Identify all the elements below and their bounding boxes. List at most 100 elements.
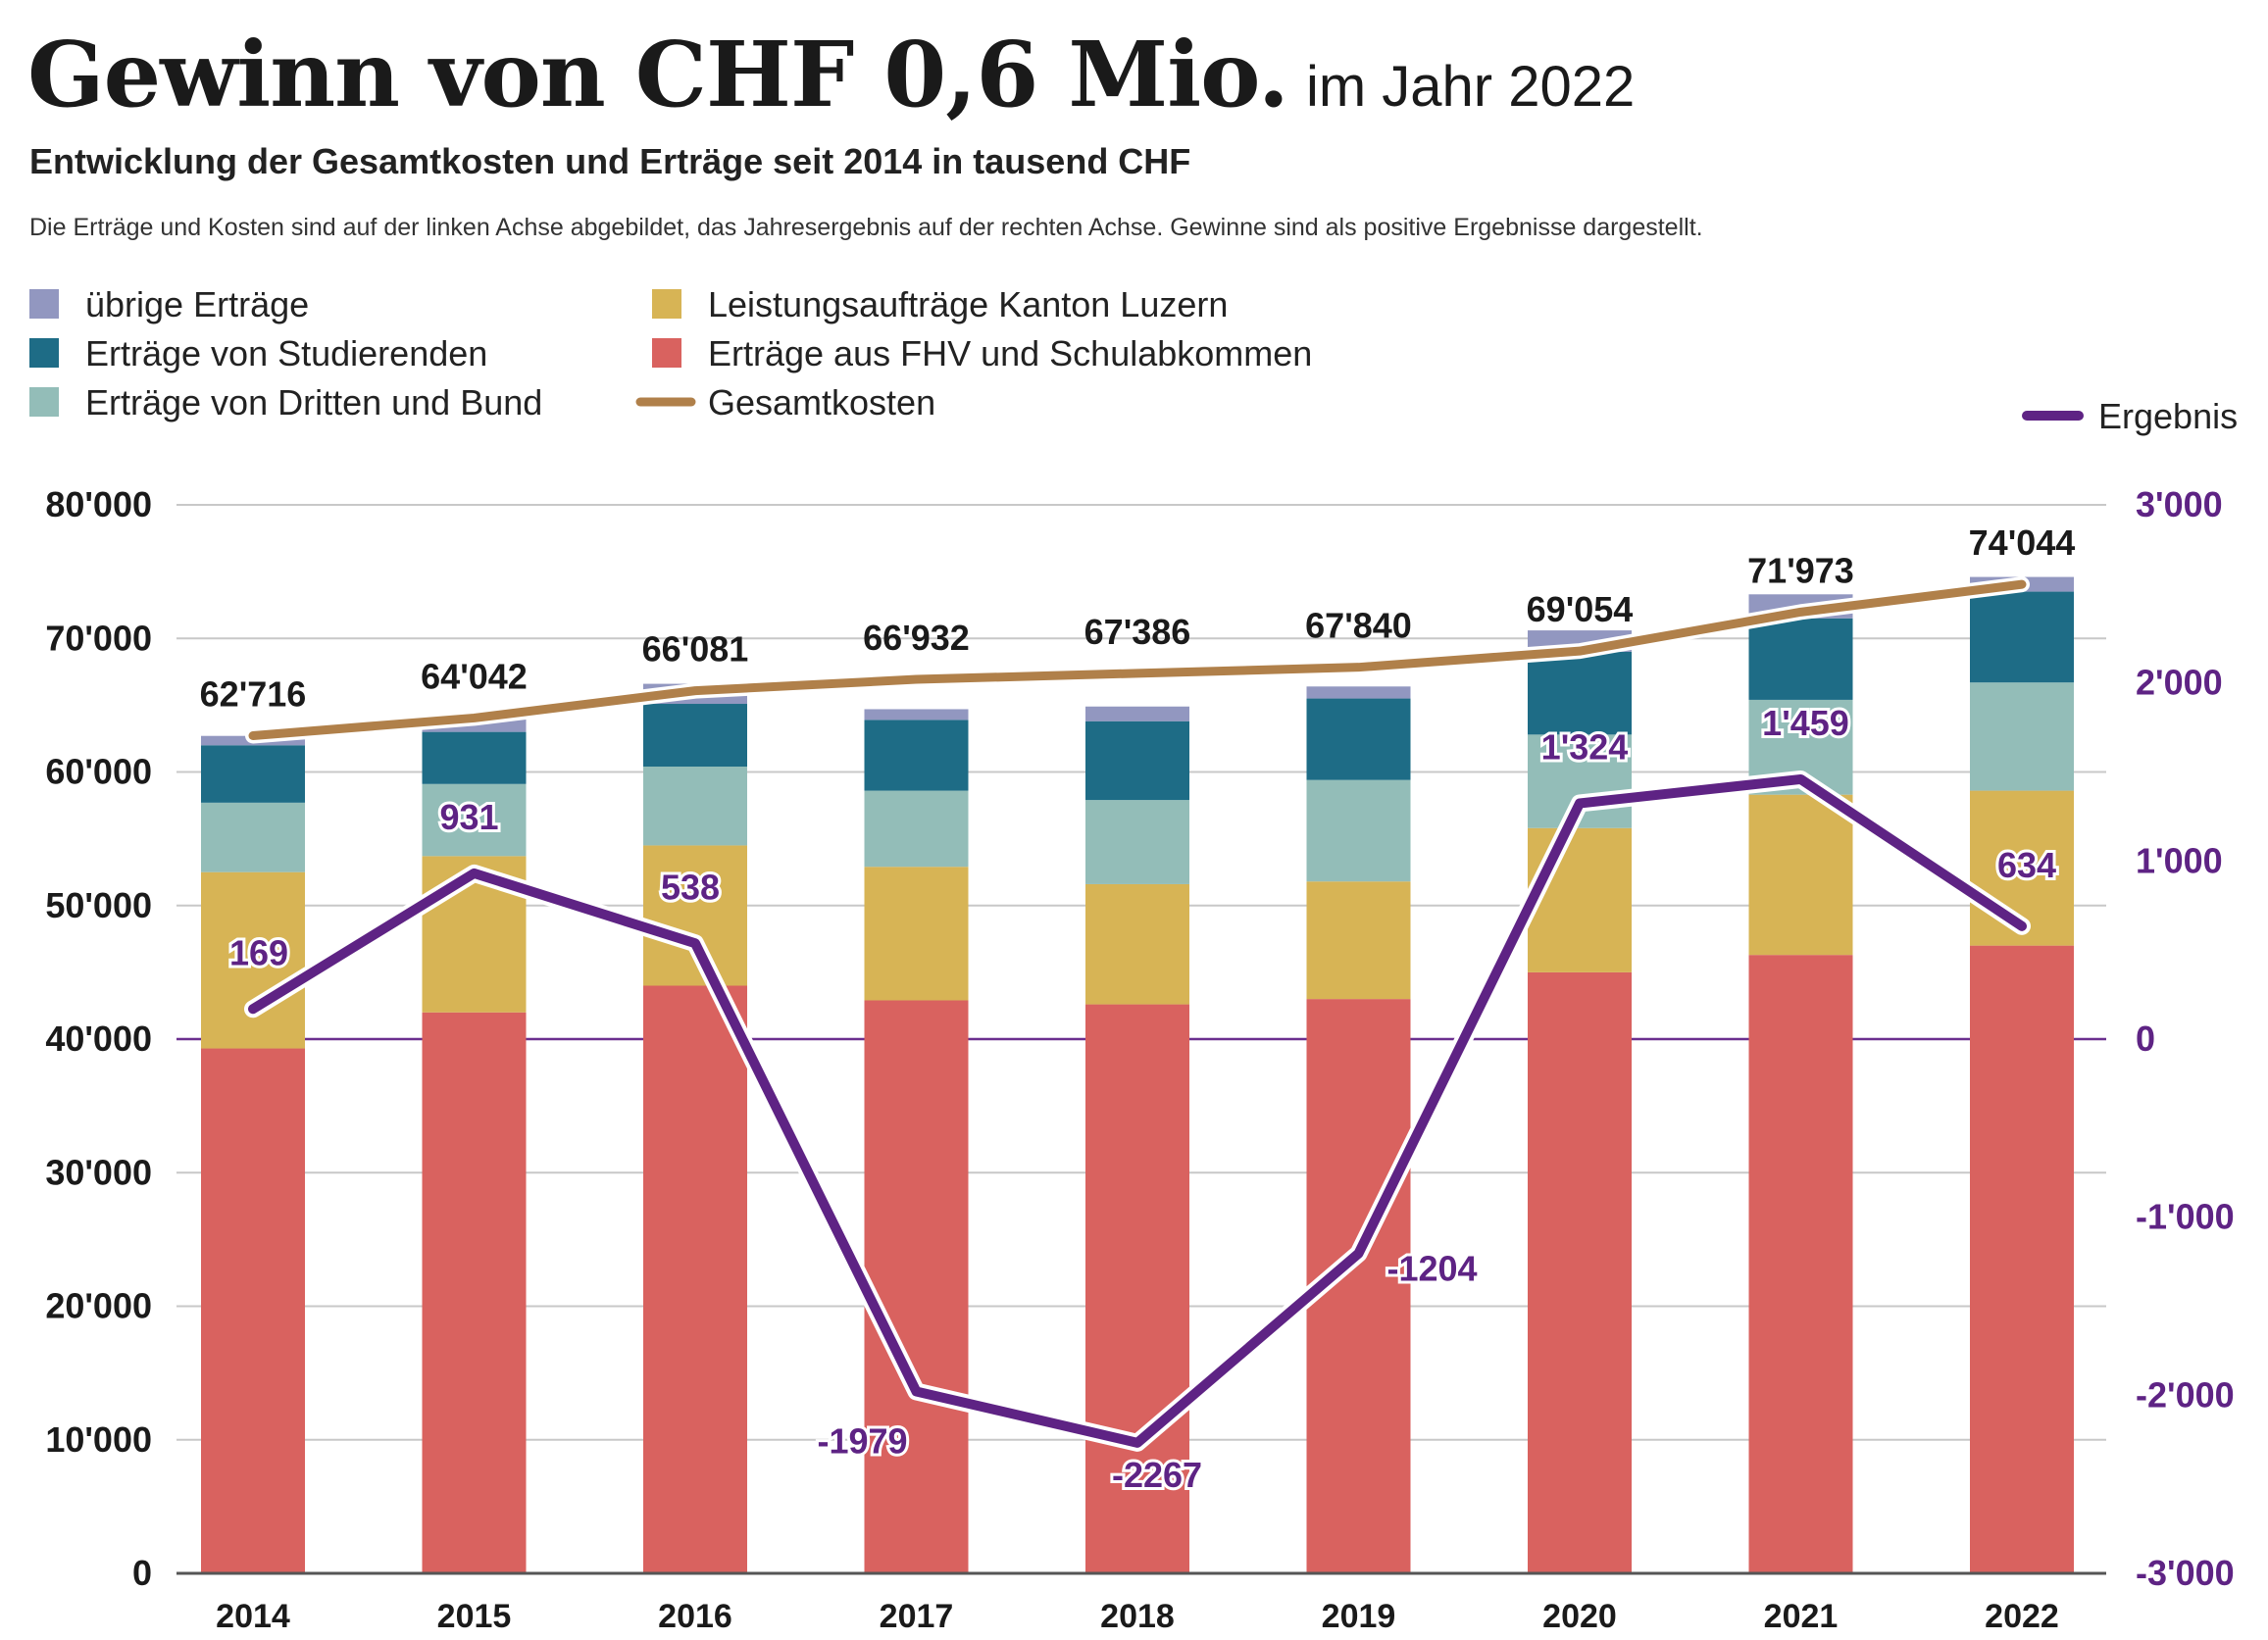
- bar-ertraege-von-studierenden-2014: [201, 745, 305, 803]
- bar-ertraege-von-dritten-und-bund-2022: [1970, 682, 2074, 791]
- legend-label-uebrige-ertraege: übrige Erträge: [85, 284, 309, 324]
- y-right-tick-label: 0: [2136, 1019, 2155, 1059]
- bar-ertraege-von-studierenden-2021: [1748, 618, 1853, 700]
- y-right-tick-label: 1'000: [2136, 840, 2223, 880]
- legend-swatch-ertraege-von-dritten-und-bund: [29, 387, 59, 417]
- bar-ertraege-aus-fhv-und-schulabkommen-2017: [864, 1000, 969, 1573]
- bar-ertraege-aus-fhv-und-schulabkommen-2015: [422, 1012, 527, 1573]
- y-right-tick-label: -3'000: [2136, 1553, 2235, 1593]
- y-left-tick-label: 0: [132, 1553, 152, 1593]
- bar-ertraege-von-dritten-und-bund-2016: [643, 767, 747, 846]
- result-label-2017: -1979: [817, 1421, 907, 1462]
- y-left-tick-label: 70'000: [45, 618, 152, 658]
- result-label-2014: 169: [229, 932, 288, 972]
- y-left-tick-label: 50'000: [45, 885, 152, 925]
- y-right-tick-label: 2'000: [2136, 663, 2223, 703]
- y-left-tick-label: 10'000: [45, 1419, 152, 1460]
- cost-label-2015: 64'042: [421, 656, 528, 696]
- data-labels: 62'716 64'042 66'081 66'932 67'386 67'840 69'0…: [200, 522, 2076, 1498]
- legend-label-ertraege-von-dritten-und-bund: Erträge von Dritten und Bund: [85, 382, 542, 422]
- result-label-2020: 1'324: [1541, 726, 1629, 767]
- cost-label-2017: 66'932: [863, 618, 970, 658]
- bar-uebrige-ertraege-2018: [1085, 706, 1189, 721]
- x-tick-label: 2019: [1322, 1598, 1396, 1635]
- cost-label-2018: 67'386: [1084, 612, 1191, 652]
- cost-label-2021: 71'973: [1747, 550, 1854, 590]
- cost-label-2016: 66'081: [642, 629, 749, 670]
- y-left-tick-label: 60'000: [45, 752, 152, 792]
- bar-leistungsauftraege-kanton-luzern-2019: [1306, 881, 1411, 1000]
- y-left-tick-label: 80'000: [45, 484, 152, 524]
- y-left-tick-label: 40'000: [45, 1019, 152, 1059]
- x-tick-label: 2022: [1985, 1598, 2059, 1635]
- lines: [244, 576, 2031, 1452]
- x-tick-label: 2015: [437, 1598, 512, 1635]
- chart-note: Die Erträge und Kosten sind auf der link…: [29, 214, 1703, 241]
- bar-ertraege-aus-fhv-und-schulabkommen-2014: [201, 1048, 305, 1573]
- bar-ertraege-aus-fhv-und-schulabkommen-2020: [1528, 971, 1632, 1573]
- bar-ertraege-von-studierenden-2018: [1085, 721, 1189, 801]
- bar-ertraege-von-studierenden-2020: [1528, 651, 1632, 735]
- legend-label-leistungsauftraege-kanton-luzern: Leistungsaufträge Kanton Luzern: [708, 284, 1228, 324]
- cost-line: [248, 579, 2027, 740]
- legend-label-ergebnis: Ergebnis: [2098, 396, 2238, 436]
- bars: [201, 576, 2074, 1573]
- bar-ertraege-von-studierenden-2017: [864, 720, 969, 791]
- bar-ertraege-von-dritten-und-bund-2015: [422, 783, 527, 857]
- legend-label-ertraege-von-studierenden: Erträge von Studierenden: [85, 333, 487, 373]
- result-label-2021: 1'459: [1762, 703, 1849, 743]
- bar-uebrige-ertraege-2019: [1306, 686, 1411, 699]
- x-tick-label: 2016: [658, 1598, 732, 1635]
- bar-leistungsauftraege-kanton-luzern-2014: [201, 871, 305, 1049]
- cost-label-2022: 74'044: [1969, 522, 2076, 563]
- title-row: Gewinn von CHF 0,6 Mio. im Jahr 2022: [27, 22, 1635, 127]
- bar-ertraege-von-dritten-und-bund-2014: [201, 802, 305, 872]
- bar-leistungsauftraege-kanton-luzern-2020: [1528, 827, 1632, 972]
- legend-swatch-uebrige-ertraege: [29, 289, 59, 319]
- result-label-2018: -2267: [1112, 1455, 1202, 1495]
- x-tick-label: 2020: [1542, 1598, 1617, 1635]
- chart-subtitle: Entwicklung der Gesamtkosten und Erträge…: [29, 141, 1191, 181]
- bar-ertraege-von-studierenden-2015: [422, 731, 527, 784]
- bar-ertraege-von-dritten-und-bund-2017: [864, 790, 969, 868]
- legend-label-ertraege-aus-fhv-und-schulabkommen: Erträge aus FHV und Schulabkommen: [708, 333, 1312, 373]
- bar-ertraege-von-studierenden-2022: [1970, 591, 2074, 683]
- axes: 0 10'000 20'000 30'000 40'000 50'000 60'000 70'…: [45, 484, 2234, 1635]
- x-tick-label: 2018: [1100, 1598, 1175, 1635]
- result-line: [248, 773, 2027, 1448]
- result-label-2019: -1204: [1386, 1249, 1477, 1289]
- bar-ertraege-aus-fhv-und-schulabkommen-2022: [1970, 945, 2074, 1573]
- bar-leistungsauftraege-kanton-luzern-2021: [1748, 794, 1853, 956]
- bar-ertraege-aus-fhv-und-schulabkommen-2021: [1748, 955, 1853, 1573]
- x-tick-label: 2021: [1764, 1598, 1839, 1635]
- result-label-2015: 931: [439, 797, 498, 837]
- legend-swatch-ertraege-aus-fhv-und-schulabkommen: [652, 338, 681, 368]
- y-right-tick-label: -1'000: [2136, 1197, 2235, 1237]
- y-right-tick-label: 3'000: [2136, 484, 2223, 524]
- cost-label-2020: 69'054: [1527, 589, 1634, 629]
- bar-leistungsauftraege-kanton-luzern-2017: [864, 867, 969, 1001]
- legend-swatch-leistungsauftraege-kanton-luzern: [652, 289, 681, 319]
- bar-ertraege-von-dritten-und-bund-2018: [1085, 800, 1189, 884]
- x-tick-label: 2014: [216, 1598, 290, 1635]
- bar-ertraege-von-studierenden-2016: [643, 704, 747, 768]
- chart-title: Gewinn von CHF 0,6 Mio.: [27, 22, 1289, 127]
- bar-ertraege-aus-fhv-und-schulabkommen-2016: [643, 985, 747, 1573]
- y-left-tick-label: 30'000: [45, 1152, 152, 1192]
- cost-label-2019: 67'840: [1305, 606, 1412, 646]
- x-tick-label: 2017: [880, 1598, 954, 1635]
- result-label-2022: 634: [1997, 845, 2056, 885]
- bar-uebrige-ertraege-2017: [864, 709, 969, 721]
- y-right-tick-label: -2'000: [2136, 1374, 2235, 1415]
- legend-swatch-ertraege-von-studierenden: [29, 338, 59, 368]
- legend-label-gesamtkosten: Gesamtkosten: [708, 382, 935, 422]
- cost-label-2014: 62'716: [200, 673, 307, 714]
- legend: übrige Erträge Erträge von Studierenden Er…: [29, 284, 2238, 436]
- bar-ertraege-von-studierenden-2019: [1306, 698, 1411, 780]
- bar-ertraege-aus-fhv-und-schulabkommen-2018: [1085, 1004, 1189, 1573]
- result-label-2016: 538: [661, 867, 720, 907]
- chart-title-year: im Jahr 2022: [1305, 55, 1636, 119]
- y-left-tick-label: 20'000: [45, 1286, 152, 1326]
- bar-leistungsauftraege-kanton-luzern-2018: [1085, 883, 1189, 1005]
